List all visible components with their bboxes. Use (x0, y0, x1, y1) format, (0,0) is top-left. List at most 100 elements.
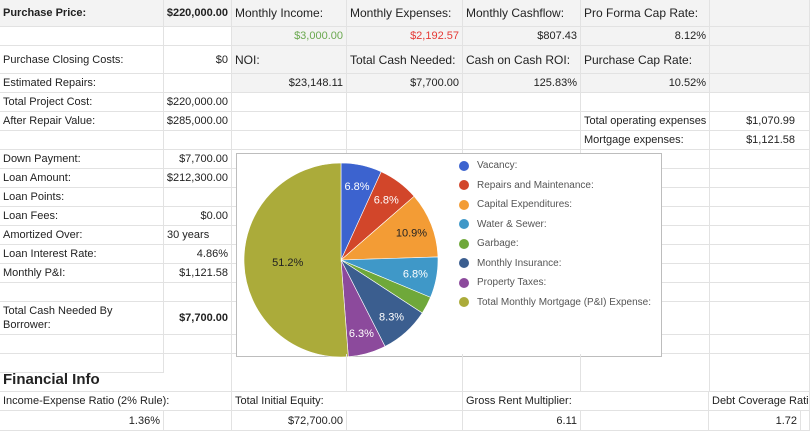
monthly-expenses-value[interactable]: $2,192.57 (347, 27, 463, 46)
empty-cell[interactable] (463, 131, 581, 150)
estimated-repairs-value[interactable] (164, 74, 232, 93)
cash-needed-borrower-label: Total Cash Needed By Borrower: (0, 302, 164, 335)
empty-cell[interactable] (710, 283, 810, 302)
legend-item[interactable]: Capital Expenditures: (459, 199, 572, 210)
empty-cell[interactable] (0, 131, 164, 150)
empty-cell[interactable] (164, 335, 232, 354)
pie-svg: 6.8% 6.8% 10.9% 6.8% 8.3% 6.3% 51.2% (243, 162, 439, 358)
total-opex-value[interactable]: $1,070.99 (710, 112, 810, 131)
empty-cell[interactable] (710, 354, 810, 392)
loan-amount-value[interactable]: $212,300.00 (164, 169, 232, 188)
grm-label: Gross Rent Multiplier: (463, 392, 709, 411)
empty-cell[interactable] (232, 112, 347, 131)
ie-ratio-value[interactable]: 1.36% (0, 411, 164, 431)
empty-cell[interactable] (581, 411, 709, 431)
empty-cell[interactable] (710, 0, 810, 27)
empty-cell[interactable] (347, 93, 463, 112)
empty-cell[interactable] (463, 93, 581, 112)
interest-value[interactable]: 4.86% (164, 245, 232, 264)
empty-cell[interactable] (710, 27, 810, 46)
total-cash-needed-label: Total Cash Needed: (347, 46, 463, 74)
loan-fees-value[interactable]: $0.00 (164, 207, 232, 226)
empty-cell[interactable] (710, 46, 810, 74)
pie-slice-label: 6.8% (345, 181, 370, 193)
empty-cell[interactable] (463, 112, 581, 131)
monthly-cashflow-value[interactable]: $807.43 (463, 27, 581, 46)
legend-item[interactable]: Monthly Insurance: (459, 258, 562, 269)
legend-dot-icon (459, 219, 469, 229)
legend-item[interactable]: Repairs and Maintenance: (459, 180, 594, 191)
empty-cell[interactable] (347, 354, 463, 392)
empty-cell[interactable] (164, 411, 232, 431)
legend-item[interactable]: Total Monthly Mortgage (P&I) Expense: (459, 297, 651, 308)
purchase-price-value[interactable]: $220,000.00 (164, 0, 232, 27)
empty-cell[interactable] (710, 264, 810, 283)
legend-label: Repairs and Maintenance: (477, 179, 594, 191)
legend-dot-icon (459, 199, 469, 210)
pie-slice-label: 6.8% (403, 269, 428, 281)
empty-cell[interactable] (581, 354, 710, 392)
empty-cell[interactable] (164, 27, 232, 46)
empty-cell[interactable] (164, 283, 232, 302)
empty-cell[interactable] (710, 226, 810, 245)
dcr-value[interactable]: 1.72 (709, 411, 801, 431)
grm-value[interactable]: 6.11 (463, 411, 581, 431)
legend-item[interactable]: Vacancy: (459, 160, 517, 171)
mortgage-exp-value[interactable]: $1,121.58 (710, 131, 810, 150)
monthly-income-value[interactable]: $3,000.00 (232, 27, 347, 46)
empty-cell[interactable] (581, 93, 710, 112)
empty-cell[interactable] (347, 112, 463, 131)
loan-points-value[interactable] (164, 188, 232, 207)
empty-cell[interactable] (164, 354, 232, 392)
empty-cell[interactable] (0, 283, 164, 302)
noi-value[interactable]: $23,148.11 (232, 74, 347, 93)
empty-cell[interactable] (710, 302, 810, 335)
total-project-cost-label: Total Project Cost: (0, 93, 164, 112)
pie-slice-label: 6.8% (374, 194, 399, 206)
total-cash-needed-value[interactable]: $7,700.00 (347, 74, 463, 93)
loan-points-label: Loan Points: (0, 188, 164, 207)
monthly-expenses-label: Monthly Expenses: (347, 0, 463, 27)
arv-value[interactable]: $285,000.00 (164, 112, 232, 131)
amortized-value[interactable]: 30 years (164, 226, 232, 245)
empty-cell[interactable] (463, 354, 581, 392)
legend-item[interactable]: Property Taxes: (459, 277, 546, 288)
purchase-cap-label: Purchase Cap Rate: (581, 46, 710, 74)
legend-item[interactable]: Water & Sewer: (459, 219, 547, 230)
empty-cell[interactable] (801, 411, 810, 431)
equity-label: Total Initial Equity: (232, 392, 463, 411)
monthly-pi-value[interactable]: $1,121.58 (164, 264, 232, 283)
empty-cell[interactable] (164, 131, 232, 150)
legend-item[interactable]: Garbage: (459, 238, 519, 249)
expense-pie-chart[interactable]: 6.8% 6.8% 10.9% 6.8% 8.3% 6.3% 51.2% Vacancy: R… (236, 153, 662, 358)
empty-cell[interactable] (232, 93, 347, 112)
empty-cell[interactable] (710, 93, 810, 112)
closing-costs-value[interactable]: $0 (164, 46, 232, 74)
empty-cell[interactable] (347, 411, 463, 431)
empty-cell[interactable] (0, 335, 164, 354)
pro-forma-cap-value[interactable]: 8.12% (581, 27, 710, 46)
empty-cell[interactable] (0, 27, 164, 46)
empty-cell[interactable] (710, 169, 810, 188)
empty-cell[interactable] (710, 245, 810, 264)
pie-slice-8[interactable] (243, 162, 349, 358)
empty-cell[interactable] (232, 131, 347, 150)
cash-on-cash-value[interactable]: 125.83% (463, 74, 581, 93)
loan-fees-label: Loan Fees: (0, 207, 164, 226)
empty-cell[interactable] (710, 74, 810, 93)
empty-cell[interactable] (710, 150, 810, 169)
empty-cell[interactable] (347, 131, 463, 150)
purchase-cap-value[interactable]: 10.52% (581, 74, 710, 93)
legend-label: Total Monthly Mortgage (P&I) Expense: (477, 296, 651, 308)
empty-cell[interactable] (710, 188, 810, 207)
down-payment-value[interactable]: $7,700.00 (164, 150, 232, 169)
equity-value[interactable]: $72,700.00 (232, 411, 347, 431)
cash-needed-borrower-value[interactable]: $7,700.00 (164, 302, 232, 335)
total-project-cost-value[interactable]: $220,000.00 (164, 93, 232, 112)
empty-cell[interactable] (232, 354, 347, 392)
empty-cell[interactable] (710, 335, 810, 354)
pie-slice-3[interactable] (340, 195, 439, 261)
down-payment-label: Down Payment: (0, 150, 164, 169)
empty-cell[interactable] (0, 354, 164, 373)
empty-cell[interactable] (710, 207, 810, 226)
